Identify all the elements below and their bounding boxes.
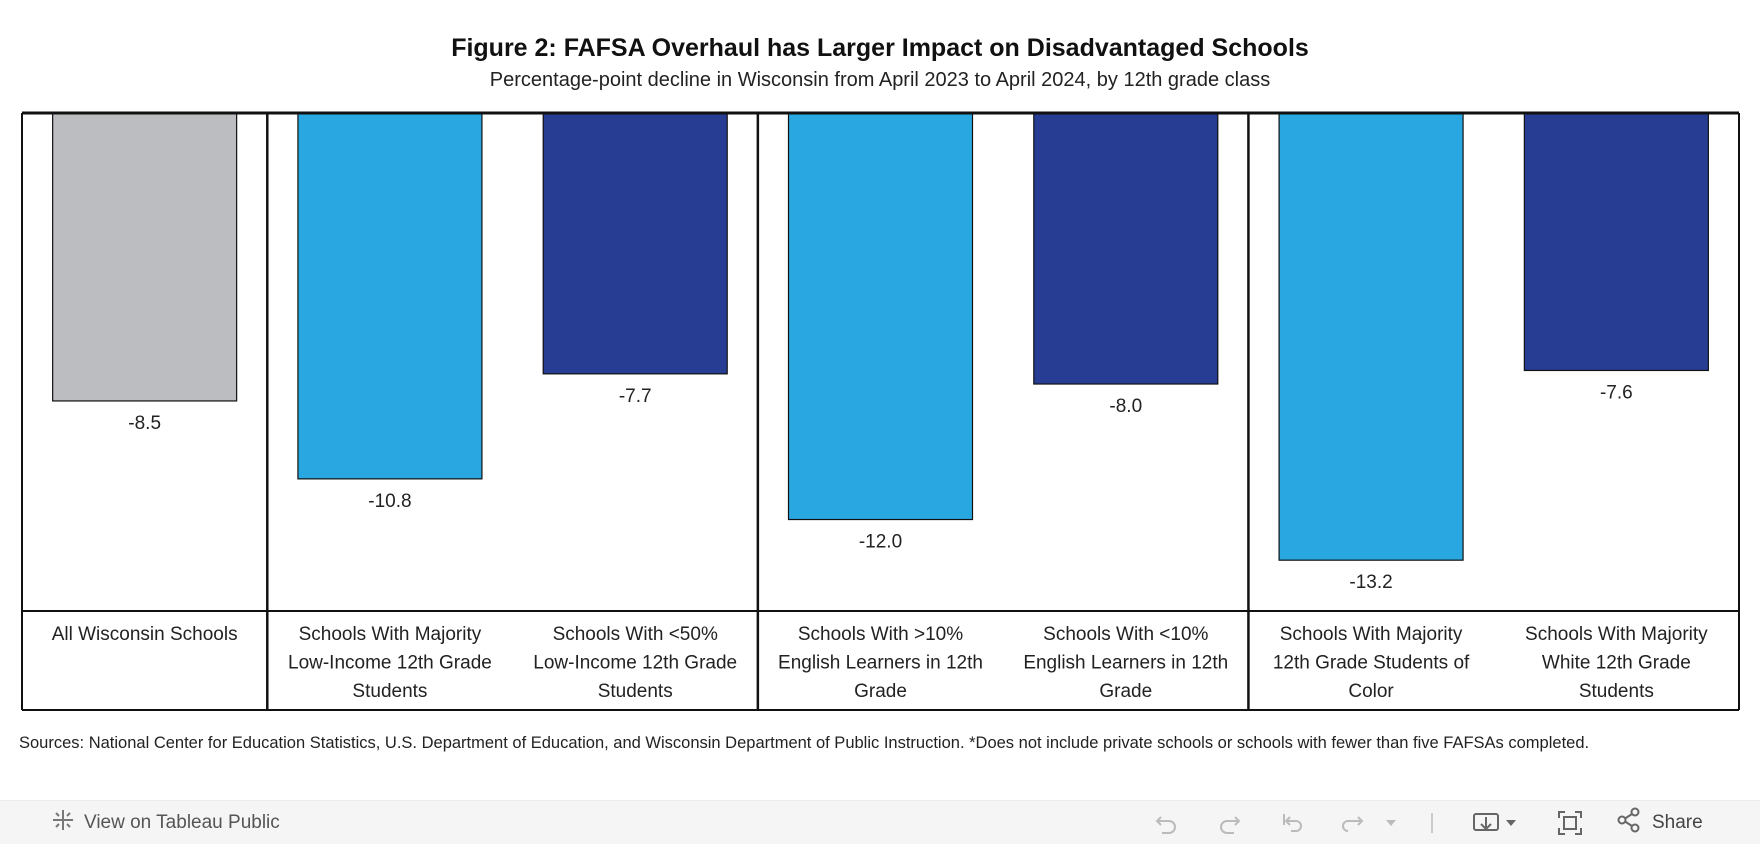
download-icon[interactable] xyxy=(1472,801,1518,844)
toolbar-divider xyxy=(1430,801,1434,844)
category-label-line: White 12th Grade xyxy=(1542,653,1691,674)
bar-7 xyxy=(1523,112,1709,372)
category-label: Schools With Majority White 12th Grade Stu… xyxy=(1525,624,1708,702)
category-label-line: Schools With <50% xyxy=(553,624,718,645)
category-label-line: Students xyxy=(1579,681,1654,702)
bar-value-label: -8.5 xyxy=(128,413,161,434)
view-on-tableau-link[interactable]: View on Tableau Public xyxy=(50,801,280,844)
tableau-logo-icon xyxy=(50,807,76,839)
bar-5 xyxy=(1033,112,1219,385)
tableau-toolbar: View on Tableau Public Share xyxy=(0,800,1760,844)
chart-subtitle: Percentage-point decline in Wisconsin fr… xyxy=(489,69,1271,91)
category-label: Schools With <10% English Learners in 12t… xyxy=(1023,624,1228,702)
category-label-line: Schools With <10% xyxy=(1043,624,1208,645)
bar-4 xyxy=(787,112,974,521)
bar-value-label: -10.8 xyxy=(368,491,411,512)
category-label-line: Students xyxy=(352,681,427,702)
bar-2 xyxy=(297,112,483,480)
revert-icon[interactable] xyxy=(1278,801,1306,844)
fullscreen-icon[interactable] xyxy=(1556,801,1584,844)
bar-1 xyxy=(52,112,238,402)
bar-value-label: -7.6 xyxy=(1600,382,1633,403)
category-label-line: Schools With >10% xyxy=(798,624,963,645)
view-on-tableau-label: View on Tableau Public xyxy=(84,811,280,833)
category-label-line: Schools With Majority xyxy=(1280,624,1463,645)
category-label-line: Grade xyxy=(1099,681,1152,702)
share-button[interactable]: Share xyxy=(1616,801,1703,844)
category-label: Schools With Majority Low-Income 12th Gra… xyxy=(288,624,492,702)
category-label-line: 12th Grade Students of xyxy=(1273,653,1470,674)
category-label: Schools With <50% Low-Income 12th Grade St… xyxy=(533,624,737,702)
category-label-line: Low-Income 12th Grade xyxy=(288,653,492,674)
bar-chart: -8.5 -10.8 -7.7 -12.0 -8.0 -13.2 -7.6 All Wisco… xyxy=(21,111,1740,711)
category-label-line: English Learners in 12th xyxy=(1023,653,1228,674)
bar-value-label: -13.2 xyxy=(1349,572,1392,593)
redo-icon[interactable] xyxy=(1216,801,1244,844)
category-label: All Wisconsin Schools xyxy=(52,624,238,645)
category-label: Schools With Majority 12th Grade Students… xyxy=(1273,624,1470,702)
history-dropdown-icon[interactable] xyxy=(1384,801,1398,844)
share-label: Share xyxy=(1652,811,1703,833)
category-label-line: English Learners in 12th xyxy=(778,653,983,674)
category-label-line: Grade xyxy=(854,681,907,702)
category-label-line: Low-Income 12th Grade xyxy=(533,653,737,674)
chart-title: Figure 2: FAFSA Overhaul has Larger Impa… xyxy=(451,34,1309,62)
bar-value-label: -8.0 xyxy=(1109,396,1142,417)
category-label-line: Schools With Majority xyxy=(299,624,482,645)
bar-value-label: -12.0 xyxy=(859,532,902,553)
sources-note: Sources: National Center for Education S… xyxy=(19,734,1590,752)
share-icon xyxy=(1616,807,1642,839)
category-label-line: Schools With Majority xyxy=(1525,624,1708,645)
category-label-line: Students xyxy=(598,681,673,702)
forward-icon[interactable] xyxy=(1338,801,1366,844)
bar-value-label: -7.7 xyxy=(619,386,652,407)
undo-icon[interactable] xyxy=(1152,801,1180,844)
category-label-line: All Wisconsin Schools xyxy=(52,624,238,645)
category-label: Schools With >10% English Learners in 12t… xyxy=(778,624,983,702)
bar-6 xyxy=(1278,112,1464,561)
bar-3 xyxy=(542,112,728,375)
category-label-line: Color xyxy=(1348,681,1394,702)
